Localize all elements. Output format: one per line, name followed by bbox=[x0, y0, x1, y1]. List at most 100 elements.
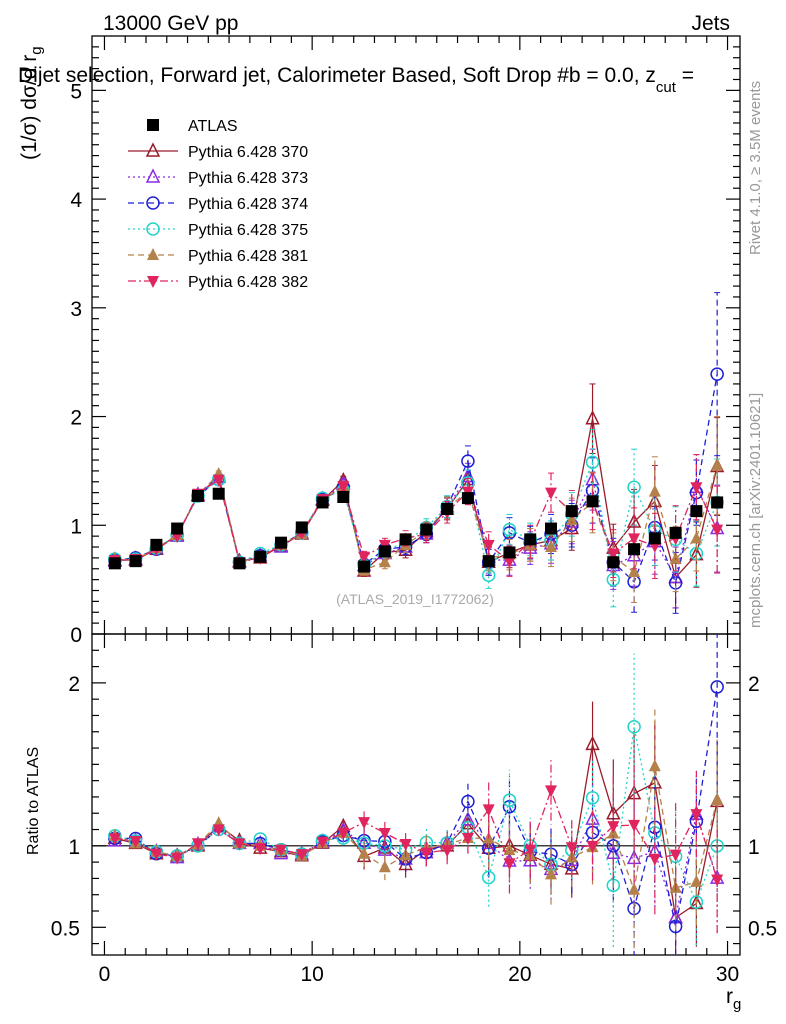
ratio-point bbox=[607, 821, 620, 834]
data-point bbox=[628, 543, 641, 556]
ratio-line-p381 bbox=[114, 766, 718, 893]
ratio-point bbox=[710, 680, 724, 694]
ratio-point bbox=[191, 838, 204, 851]
data-point bbox=[711, 458, 724, 471]
y-tick-label-ratio-right: 1 bbox=[748, 836, 760, 859]
series-line-p381 bbox=[114, 465, 718, 574]
series-ATLAS bbox=[108, 487, 724, 573]
data-point bbox=[545, 540, 557, 553]
ratio-line-p373 bbox=[114, 811, 718, 918]
x-axis-label: rg bbox=[726, 985, 741, 1013]
data-point bbox=[648, 532, 661, 545]
y-tick-label-ratio: 2 bbox=[68, 673, 80, 696]
data-point bbox=[524, 533, 537, 546]
ratio-point bbox=[316, 836, 329, 849]
y-tick-label-ratio: 0.5 bbox=[51, 917, 80, 940]
ratio-point bbox=[275, 844, 287, 857]
ratio-point bbox=[545, 785, 557, 798]
header-jets-label: Jets bbox=[691, 12, 730, 35]
ratio-point bbox=[212, 824, 225, 837]
data-point bbox=[378, 545, 391, 558]
y-tick-label-main: 4 bbox=[70, 189, 82, 212]
ratio-plot-frame bbox=[91, 633, 741, 956]
ratio-point bbox=[711, 793, 724, 806]
ratio-point bbox=[378, 827, 391, 840]
y-tick-label-ratio: 1 bbox=[68, 836, 80, 859]
y-tick-label-main: 2 bbox=[70, 407, 82, 430]
legend-marker bbox=[147, 276, 159, 288]
data-point bbox=[482, 555, 495, 568]
ratio-point bbox=[585, 735, 600, 751]
series-p382 bbox=[108, 454, 724, 580]
y-tick-label-main: 1 bbox=[70, 515, 82, 538]
ratio-point bbox=[129, 835, 142, 848]
ratio-point bbox=[524, 844, 537, 857]
ratio-point bbox=[482, 804, 495, 817]
ratio-point bbox=[627, 720, 641, 734]
data-point bbox=[358, 560, 371, 573]
ratio-point bbox=[461, 833, 474, 846]
legend-label: Pythia 6.428 374 bbox=[188, 196, 308, 213]
ratio-point bbox=[565, 842, 578, 855]
data-point bbox=[461, 454, 475, 468]
rivet-version-label: Rivet 4.1.0, ≥ 3.5M events bbox=[747, 81, 764, 255]
x-tick-label: 0 bbox=[99, 963, 111, 986]
ratio-line-p375 bbox=[114, 726, 718, 904]
ratio-point bbox=[337, 827, 350, 840]
ratio-point bbox=[648, 759, 661, 772]
svg-text:Ratio to ATLAS: Ratio to ATLAS bbox=[25, 747, 42, 855]
data-point bbox=[711, 524, 724, 537]
legend-marker bbox=[145, 168, 161, 183]
legend-entry-p382: Pythia 6.428 382 bbox=[128, 274, 308, 291]
data-point bbox=[627, 480, 641, 494]
legend-label: Pythia 6.428 375 bbox=[188, 222, 308, 239]
legend-label: Pythia 6.428 370 bbox=[188, 144, 308, 161]
data-point bbox=[254, 550, 267, 563]
data-point bbox=[585, 410, 600, 425]
ratio-series-p373 bbox=[107, 770, 725, 955]
ratio-point bbox=[295, 849, 308, 862]
series-line-p370 bbox=[114, 418, 718, 579]
data-point bbox=[545, 487, 557, 500]
data-point bbox=[690, 482, 703, 495]
data-point bbox=[648, 484, 661, 497]
y-tick-label-main: 5 bbox=[70, 80, 82, 103]
ratio-series-p374 bbox=[108, 634, 724, 955]
data-point bbox=[358, 551, 371, 564]
data-point bbox=[690, 505, 703, 518]
ratio-point bbox=[461, 794, 475, 809]
ratio-point bbox=[378, 860, 391, 873]
ratio-point bbox=[233, 838, 246, 851]
ratio-point bbox=[420, 847, 433, 860]
data-point bbox=[607, 548, 620, 561]
legend-marker bbox=[145, 142, 161, 157]
svg-text:mcplots.cern.ch [arXiv:2401.10: mcplots.cern.ch [arXiv:2401.10621] bbox=[747, 393, 764, 628]
ratio-point bbox=[254, 843, 267, 856]
data-point bbox=[171, 522, 184, 535]
data-point bbox=[129, 555, 142, 568]
data-point bbox=[669, 526, 682, 539]
legend-entry-p381: Pythia 6.428 381 bbox=[128, 248, 308, 265]
ratio-point bbox=[628, 882, 641, 895]
x-tick-label: 20 bbox=[508, 963, 531, 986]
data-point bbox=[337, 481, 350, 494]
data-point bbox=[233, 557, 246, 570]
ratio-series-p382 bbox=[108, 760, 724, 934]
data-point bbox=[502, 522, 517, 537]
ratio-point bbox=[108, 833, 121, 846]
data-point bbox=[503, 556, 516, 569]
legend-marker bbox=[146, 196, 160, 210]
legend-entry-p370: Pythia 6.428 370 bbox=[128, 142, 308, 161]
ratio-point bbox=[481, 870, 496, 885]
ratio-point bbox=[628, 819, 641, 832]
ratio-line-p374 bbox=[114, 686, 718, 927]
data-point bbox=[316, 496, 329, 509]
data-point bbox=[108, 557, 121, 570]
legend-entry-p375: Pythia 6.428 375 bbox=[128, 222, 308, 239]
ratio-point bbox=[441, 845, 454, 858]
legend-label: Pythia 6.428 381 bbox=[188, 248, 308, 265]
ratio-point bbox=[669, 849, 682, 862]
data-point bbox=[212, 474, 225, 487]
data-point bbox=[710, 367, 724, 381]
